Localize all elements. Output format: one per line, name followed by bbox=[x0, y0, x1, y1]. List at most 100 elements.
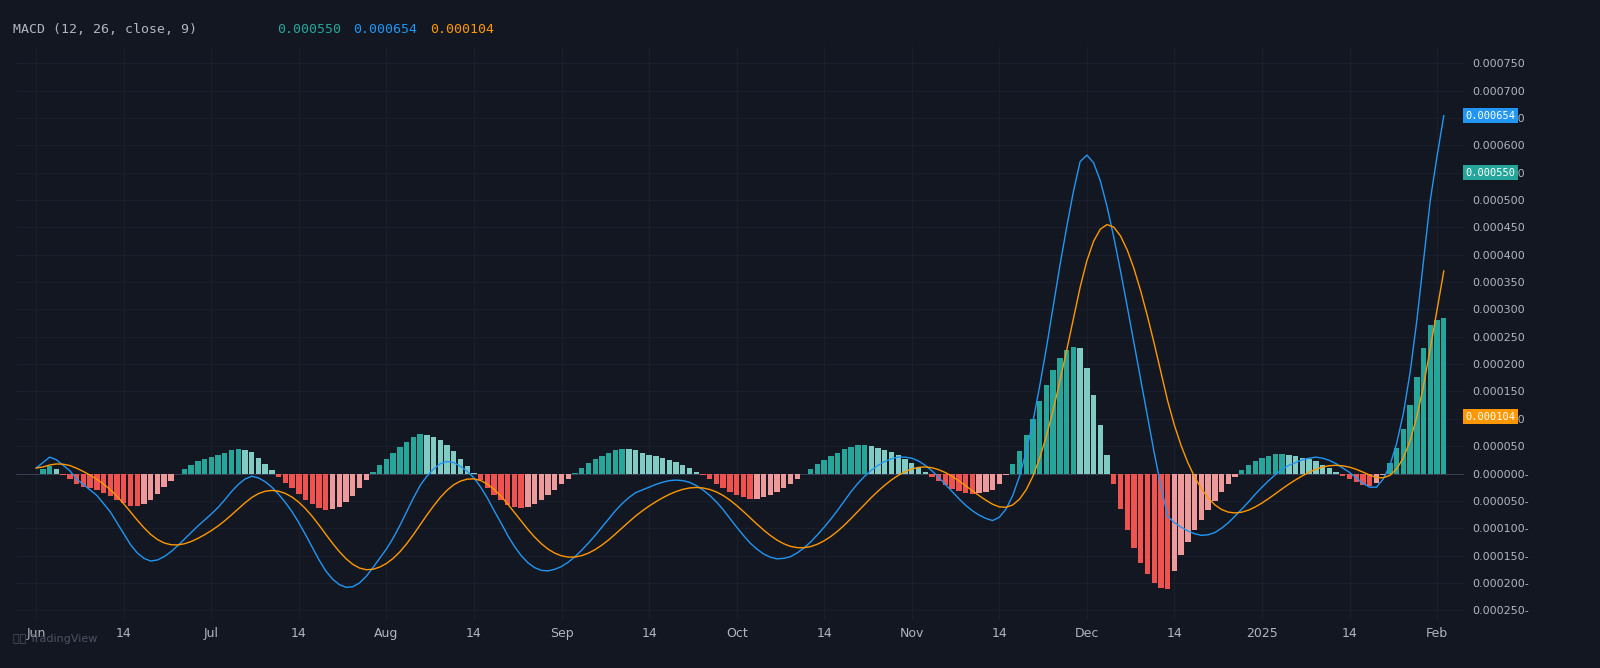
Text: 0.000104: 0.000104 bbox=[430, 23, 494, 36]
Bar bbox=[1085, 368, 1090, 474]
Bar bbox=[1333, 472, 1339, 474]
Bar bbox=[869, 446, 874, 474]
Bar bbox=[498, 474, 504, 500]
Bar bbox=[317, 474, 322, 508]
Bar bbox=[323, 474, 328, 510]
Bar bbox=[1408, 405, 1413, 474]
Bar bbox=[472, 472, 477, 474]
Bar bbox=[134, 474, 139, 506]
Bar bbox=[1421, 348, 1426, 474]
Bar bbox=[1341, 474, 1346, 476]
Bar bbox=[1286, 455, 1291, 474]
Bar bbox=[1232, 474, 1238, 477]
Bar bbox=[1051, 370, 1056, 474]
Bar bbox=[890, 452, 894, 474]
Bar bbox=[1226, 474, 1230, 484]
Bar bbox=[1024, 436, 1029, 474]
Bar bbox=[565, 474, 571, 478]
Bar bbox=[930, 474, 934, 476]
Bar bbox=[734, 474, 739, 495]
Bar bbox=[728, 474, 733, 492]
Bar bbox=[613, 450, 618, 474]
Bar bbox=[478, 474, 483, 480]
Bar bbox=[659, 458, 666, 474]
Bar bbox=[269, 470, 275, 474]
Bar bbox=[363, 474, 370, 480]
Bar bbox=[1152, 474, 1157, 582]
Bar bbox=[754, 474, 760, 498]
Bar bbox=[842, 450, 846, 474]
Bar bbox=[438, 440, 443, 474]
Bar bbox=[1091, 395, 1096, 474]
Bar bbox=[430, 437, 437, 474]
Bar bbox=[1192, 474, 1197, 530]
Bar bbox=[600, 456, 605, 474]
Bar bbox=[296, 474, 301, 494]
Bar bbox=[1018, 451, 1022, 474]
Bar bbox=[640, 453, 645, 474]
Bar bbox=[1043, 385, 1050, 474]
Bar bbox=[397, 447, 403, 474]
Bar bbox=[1272, 454, 1278, 474]
Bar bbox=[189, 464, 194, 474]
Text: 🅃🅅 TradingView: 🅃🅅 TradingView bbox=[13, 634, 98, 644]
Text: MACD (12, 26, close, 9): MACD (12, 26, close, 9) bbox=[13, 23, 197, 36]
Bar bbox=[310, 474, 315, 504]
Bar bbox=[963, 474, 968, 493]
Bar bbox=[290, 474, 294, 488]
Text: 0.000654: 0.000654 bbox=[1466, 111, 1515, 121]
Bar bbox=[195, 461, 200, 474]
Bar bbox=[262, 464, 267, 474]
Bar bbox=[250, 452, 254, 474]
Bar bbox=[202, 459, 208, 474]
Bar bbox=[1171, 474, 1178, 571]
Bar bbox=[808, 469, 813, 474]
Bar bbox=[67, 474, 72, 479]
Bar bbox=[518, 474, 523, 508]
Bar bbox=[40, 469, 46, 474]
Bar bbox=[1381, 474, 1386, 475]
Bar bbox=[747, 474, 752, 499]
Bar bbox=[646, 455, 651, 474]
Bar bbox=[485, 474, 490, 488]
Bar bbox=[592, 460, 598, 474]
Bar bbox=[168, 474, 173, 480]
Bar bbox=[242, 450, 248, 474]
Bar bbox=[1414, 377, 1419, 474]
Bar bbox=[302, 474, 309, 500]
Bar bbox=[915, 467, 922, 474]
Bar bbox=[1326, 468, 1331, 474]
Bar bbox=[586, 464, 590, 474]
Bar bbox=[1003, 474, 1008, 476]
Bar bbox=[558, 474, 565, 484]
Bar bbox=[1064, 351, 1069, 474]
Bar bbox=[848, 447, 854, 474]
Bar bbox=[114, 474, 120, 500]
Bar bbox=[46, 466, 53, 474]
Bar bbox=[1070, 347, 1077, 474]
Bar bbox=[741, 474, 746, 498]
Bar bbox=[222, 452, 227, 474]
Bar bbox=[546, 474, 550, 495]
Bar bbox=[390, 453, 395, 474]
Bar bbox=[882, 450, 888, 474]
Bar bbox=[768, 474, 773, 495]
Bar bbox=[1387, 464, 1392, 474]
Bar bbox=[1320, 465, 1325, 474]
Bar bbox=[1144, 474, 1150, 574]
Bar bbox=[1138, 474, 1144, 563]
Bar bbox=[1165, 474, 1170, 589]
Bar bbox=[854, 446, 861, 474]
Bar bbox=[531, 474, 538, 504]
Bar bbox=[283, 474, 288, 482]
Bar bbox=[1098, 425, 1102, 474]
Bar bbox=[1037, 401, 1042, 474]
Bar bbox=[997, 474, 1002, 484]
Bar bbox=[693, 472, 699, 474]
Bar bbox=[1442, 318, 1446, 474]
Bar bbox=[445, 445, 450, 474]
Bar bbox=[949, 474, 955, 489]
Bar bbox=[674, 462, 678, 474]
Bar bbox=[634, 450, 638, 474]
Bar bbox=[701, 474, 706, 476]
